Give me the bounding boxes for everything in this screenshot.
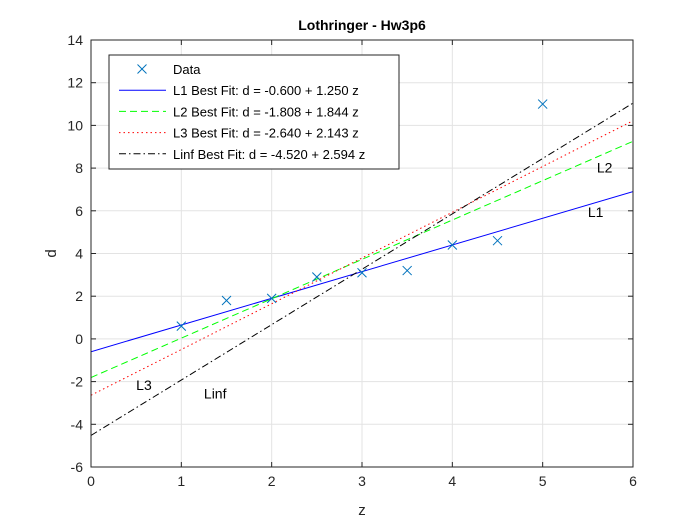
annotation-l1: L1 (588, 204, 604, 220)
legend-entry: L1 Best Fit: d = -0.600 + 1.250 z (119, 83, 359, 98)
data-marker-stroke (357, 267, 367, 278)
y-tick-label: 10 (67, 117, 83, 133)
data-point (492, 235, 503, 246)
data-marker-stroke (311, 272, 322, 282)
y-tick-label: 0 (75, 331, 83, 347)
annotation-linf: Linf (204, 386, 227, 402)
y-tick-label: -6 (71, 459, 84, 475)
legend-entry: L3 Best Fit: d = -2.640 + 2.143 z (119, 126, 359, 141)
data-point (537, 99, 548, 109)
data-point (402, 265, 413, 276)
legend-label: Data (173, 62, 201, 77)
x-tick-label: 2 (268, 473, 276, 489)
annotation-l3: L3 (136, 377, 152, 393)
legend-label: L1 Best Fit: d = -0.600 + 1.250 z (173, 83, 359, 98)
y-tick-label: 2 (75, 288, 83, 304)
y-tick-label: 14 (67, 32, 83, 48)
fit-line-l1 (91, 191, 633, 353)
y-tick-label: 4 (75, 246, 83, 262)
legend-entry: L2 Best Fit: d = -1.808 + 1.844 z (119, 104, 359, 119)
data-point (266, 293, 277, 304)
data-marker-stroke (402, 265, 413, 276)
series-layer (91, 99, 633, 436)
x-tick-label: 4 (448, 473, 456, 489)
x-tick-label: 6 (629, 473, 637, 489)
chart-title: Lothringer - Hw3p6 (298, 17, 426, 33)
x-axis-label: z (358, 502, 366, 519)
y-tick-label: -2 (71, 374, 84, 390)
x-tick-label: 0 (87, 473, 95, 489)
data-marker-stroke (221, 295, 232, 306)
y-axis-label: d (43, 249, 60, 257)
y-tick-label: -4 (71, 416, 84, 432)
legend-marker-stroke (137, 64, 147, 74)
data-point (447, 240, 458, 250)
fit-line-linf (91, 102, 633, 436)
legend-entry: Linf Best Fit: d = -4.520 + 2.594 z (119, 147, 365, 162)
annotation-l2: L2 (597, 159, 613, 175)
legend-label: L2 Best Fit: d = -1.808 + 1.844 z (173, 104, 359, 119)
data-point (176, 321, 187, 331)
annotations: L1 L2 L3 Linf (136, 159, 612, 401)
data-point (357, 267, 367, 278)
data-point (311, 272, 322, 282)
legend: Data L1 Best Fit: d = -0.600 + 1.250 z L2 … (108, 54, 400, 170)
y-tick-label: 12 (67, 75, 83, 91)
legend-box (108, 54, 400, 170)
legend-label: Linf Best Fit: d = -4.520 + 2.594 z (173, 147, 365, 162)
data-marker-stroke (537, 99, 548, 109)
x-tick-label: 1 (177, 473, 185, 489)
data-marker-stroke (266, 293, 277, 304)
y-tick-label: 6 (75, 203, 83, 219)
data-marker-stroke (447, 240, 458, 250)
x-tick-label: 3 (358, 473, 366, 489)
data-marker-stroke (492, 235, 503, 246)
data-point (221, 295, 232, 306)
legend-entry: Data (137, 62, 201, 77)
y-tick-label: 8 (75, 160, 83, 176)
legend-label: L3 Best Fit: d = -2.640 + 2.143 z (173, 126, 359, 141)
data-marker-stroke (176, 321, 187, 331)
x-tick-label: 5 (539, 473, 547, 489)
